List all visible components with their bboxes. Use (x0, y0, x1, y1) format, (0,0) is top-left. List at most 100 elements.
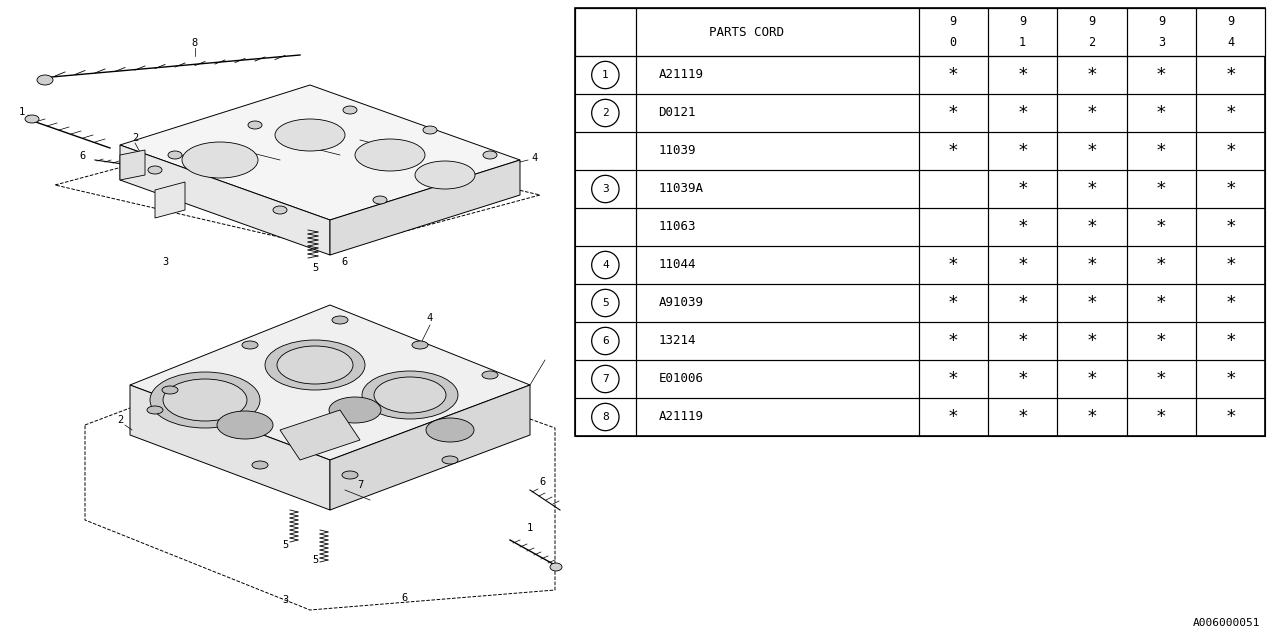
Bar (636, 94, 919, 132)
Text: 11044: 11044 (658, 259, 696, 271)
Bar (1057, 398, 1126, 436)
Bar (636, 132, 919, 170)
Text: *: * (1225, 408, 1236, 426)
Text: *: * (948, 256, 959, 274)
Text: *: * (1018, 218, 1028, 236)
Bar (919, 94, 988, 132)
Ellipse shape (422, 126, 436, 134)
Text: *: * (1156, 218, 1167, 236)
Text: *: * (948, 332, 959, 350)
Bar (575, 8, 636, 56)
Bar (636, 8, 919, 56)
Bar (1196, 56, 1266, 94)
Text: 6: 6 (602, 336, 609, 346)
Text: *: * (1156, 104, 1167, 122)
Text: *: * (1087, 256, 1097, 274)
Ellipse shape (265, 340, 365, 390)
Ellipse shape (412, 341, 428, 349)
Bar (1057, 284, 1126, 322)
Ellipse shape (147, 406, 163, 414)
Ellipse shape (550, 563, 562, 571)
Bar (988, 8, 1057, 56)
Ellipse shape (362, 371, 458, 419)
Ellipse shape (329, 397, 381, 423)
Text: *: * (1156, 294, 1167, 312)
Text: 4: 4 (532, 153, 538, 163)
Text: 9: 9 (1228, 15, 1234, 28)
Ellipse shape (163, 386, 178, 394)
Bar (575, 56, 636, 94)
Text: *: * (1156, 142, 1167, 160)
Bar (636, 398, 919, 436)
Bar (919, 398, 988, 436)
Text: *: * (1018, 370, 1028, 388)
Ellipse shape (343, 106, 357, 114)
Polygon shape (55, 130, 540, 250)
Polygon shape (131, 305, 530, 460)
Text: 8: 8 (602, 412, 609, 422)
Text: *: * (1225, 104, 1236, 122)
Text: 5: 5 (602, 298, 609, 308)
Bar (1126, 208, 1196, 246)
Text: *: * (1018, 104, 1028, 122)
Ellipse shape (37, 75, 52, 85)
Bar (1196, 322, 1266, 360)
Bar (988, 56, 1057, 94)
Bar (575, 132, 636, 170)
Ellipse shape (415, 161, 475, 189)
Text: A21119: A21119 (658, 68, 703, 81)
Bar (636, 56, 919, 94)
Text: 1: 1 (527, 523, 534, 533)
Text: 9: 9 (1158, 15, 1165, 28)
Text: *: * (948, 66, 959, 84)
Text: *: * (948, 104, 959, 122)
Bar (1057, 94, 1126, 132)
Bar (1196, 94, 1266, 132)
Text: A21119: A21119 (658, 410, 703, 424)
Text: *: * (1018, 332, 1028, 350)
Text: *: * (1225, 218, 1236, 236)
Bar (1196, 246, 1266, 284)
Bar (919, 208, 988, 246)
Bar (575, 322, 636, 360)
Text: 5: 5 (282, 540, 288, 550)
Text: E01006: E01006 (658, 372, 703, 385)
Text: *: * (1018, 256, 1028, 274)
Text: 3: 3 (1158, 36, 1165, 49)
Text: *: * (1225, 332, 1236, 350)
Text: 5: 5 (312, 263, 319, 273)
Bar (636, 322, 919, 360)
Text: D0121: D0121 (658, 106, 696, 120)
Text: *: * (948, 142, 959, 160)
Bar (919, 56, 988, 94)
Bar (919, 132, 988, 170)
Polygon shape (120, 85, 520, 220)
Text: *: * (1018, 142, 1028, 160)
Ellipse shape (442, 456, 458, 464)
Polygon shape (120, 145, 330, 255)
Text: 0: 0 (950, 36, 957, 49)
Polygon shape (84, 340, 556, 610)
Bar (1057, 170, 1126, 208)
Bar (1126, 284, 1196, 322)
Bar (1057, 208, 1126, 246)
Ellipse shape (355, 139, 425, 171)
Bar (1057, 360, 1126, 398)
Polygon shape (280, 410, 360, 460)
Bar (1057, 322, 1126, 360)
Bar (1057, 56, 1126, 94)
Ellipse shape (276, 346, 353, 384)
Bar (919, 8, 988, 56)
Text: 3: 3 (602, 184, 609, 194)
Text: 9: 9 (950, 15, 957, 28)
Ellipse shape (273, 206, 287, 214)
Text: 7: 7 (357, 480, 364, 490)
Bar (919, 360, 988, 398)
Bar (1126, 132, 1196, 170)
Bar (988, 170, 1057, 208)
Bar (919, 246, 988, 284)
Text: *: * (1018, 180, 1028, 198)
Text: *: * (948, 294, 959, 312)
Text: *: * (1225, 294, 1236, 312)
Text: *: * (1156, 370, 1167, 388)
